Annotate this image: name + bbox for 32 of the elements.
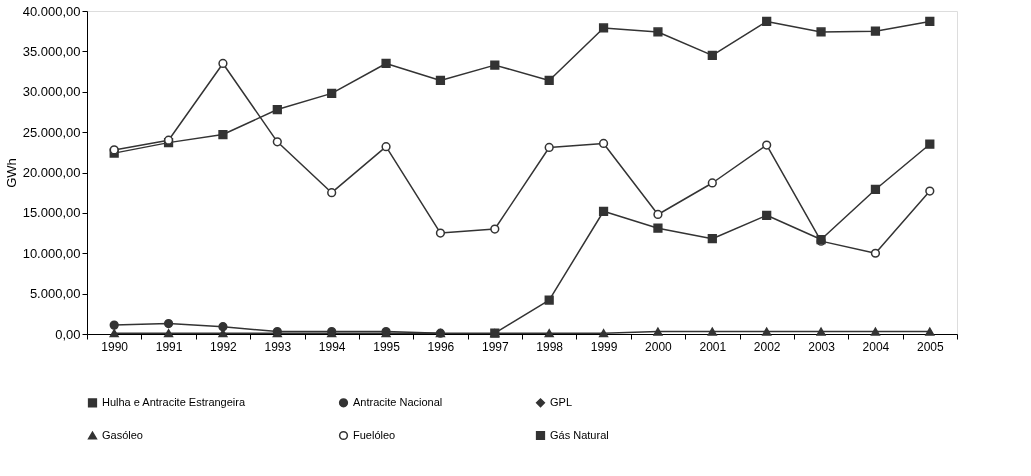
legend-label: Gás Natural	[550, 428, 609, 441]
y-tick-label: 40.000,00	[22, 3, 81, 19]
x-tick-label: 1990	[101, 339, 129, 354]
legend-label: GPL	[550, 395, 573, 408]
y-tick-label: 15.000,00	[22, 205, 81, 221]
x-tick-label: 2000	[645, 339, 673, 354]
y-tick-label: 30.000,00	[22, 84, 81, 100]
legend-label: Gasóleo	[102, 428, 143, 441]
x-tick-label: 2002	[753, 339, 781, 354]
x-tick-label: 1999	[590, 339, 618, 354]
x-tick-label: 1998	[536, 339, 564, 354]
x-tick-label: 1994	[318, 339, 346, 354]
x-tick-label: 1997	[481, 339, 509, 354]
x-tick-label: 1996	[427, 339, 455, 354]
y-tick-label: 0,00	[55, 326, 81, 342]
x-tick-label: 1991	[155, 339, 183, 354]
x-tick-label: 1993	[264, 339, 292, 354]
y-tick-label: 35.000,00	[22, 43, 81, 59]
y-tick-label: 20.000,00	[22, 165, 81, 180]
x-tick-label: 2001	[699, 339, 727, 354]
x-tick-label: 2003	[808, 339, 836, 354]
x-tick-label: 1992	[210, 339, 238, 354]
y-tick-label: 10.000,00	[22, 245, 81, 261]
x-tick-label: 2005	[916, 339, 944, 354]
x-tick-label: 2004	[862, 339, 890, 354]
legend-label: Antracite Nacional	[353, 395, 443, 408]
legend-label: Hulha e Antracite Estrangeira	[102, 395, 246, 408]
x-tick-label: 1995	[373, 339, 401, 354]
legend-label: Fuelóleo	[353, 428, 396, 441]
y-tick-label: 25.000,00	[22, 124, 81, 140]
y-axis-title: GWh	[3, 158, 19, 188]
y-tick-label: 5.000,00	[29, 286, 81, 302]
